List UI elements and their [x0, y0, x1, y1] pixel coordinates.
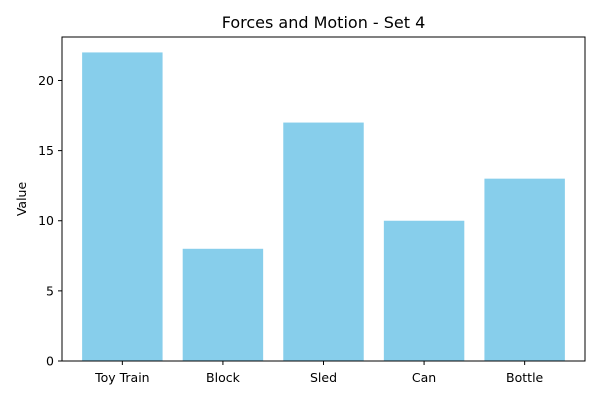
bar-sled: [283, 122, 364, 361]
plot-frame: [61, 36, 586, 362]
y-tick-label: 15: [38, 143, 54, 158]
bar-bottle: [484, 178, 565, 361]
bar-toy-train: [82, 52, 163, 362]
bars-group: [82, 52, 565, 362]
x-axis-ticks: Toy Train Block Sled Can Bottle: [94, 361, 544, 385]
x-tick-label: Bottle: [506, 370, 543, 385]
x-tick-label: Sled: [310, 370, 337, 385]
y-axis-label: Value: [14, 182, 29, 217]
chart-title: Forces and Motion - Set 4: [222, 13, 426, 32]
x-tick-label: Can: [412, 370, 436, 385]
y-tick-label: 10: [38, 213, 54, 228]
y-tick-label: 20: [38, 73, 54, 88]
x-tick-label: Toy Train: [94, 370, 150, 385]
bar-can: [383, 220, 465, 361]
y-tick-label: 5: [46, 283, 54, 298]
y-tick-label: 0: [46, 354, 54, 369]
bar-block: [182, 248, 264, 361]
x-tick-label: Block: [206, 370, 241, 385]
y-axis-ticks: 0 5 10 15 20: [38, 73, 62, 369]
